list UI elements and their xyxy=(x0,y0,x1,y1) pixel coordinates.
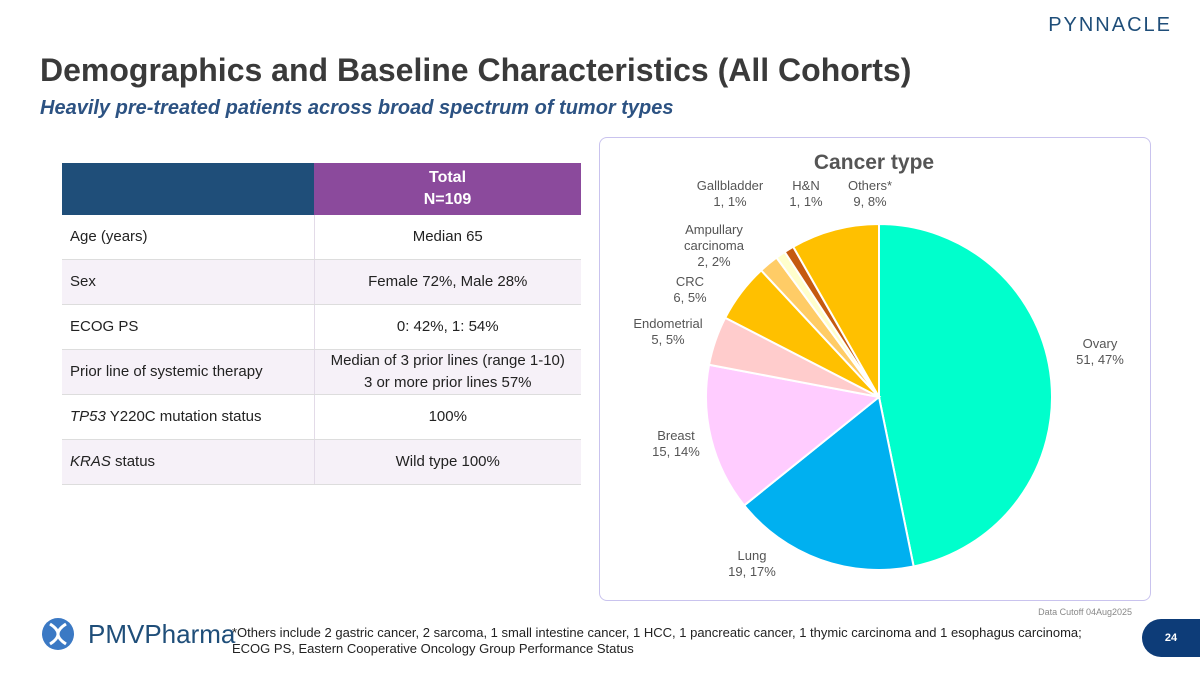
row-label: TP53 Y220C mutation status xyxy=(62,394,314,440)
row-value: Median of 3 prior lines (range 1-10) 3 or… xyxy=(313,349,581,395)
slice-label: Gallbladder 1, 1% xyxy=(696,178,764,209)
pie-slice-lung xyxy=(742,395,915,571)
chart-panel xyxy=(599,137,1151,601)
pie-slice-ovary xyxy=(878,222,1053,568)
chart-title: Cancer type xyxy=(813,151,935,174)
header-total: Total N=109 xyxy=(314,163,581,215)
pie-slice-breast xyxy=(705,363,882,507)
header-blank xyxy=(62,163,314,215)
pmv-pharma-logo: PMVPharma xyxy=(40,616,235,652)
row-label: KRAS status xyxy=(62,439,314,485)
row-value: 0: 42%, 1: 54% xyxy=(313,304,581,350)
page-number: 24 xyxy=(1142,619,1200,657)
pynnacle-logo: PYNNACLE xyxy=(1048,14,1172,36)
slice-label: Ovary 51, 47% xyxy=(1076,336,1124,367)
table-row: KRAS status Wild type 100% xyxy=(62,439,581,485)
row-value: 100% xyxy=(313,394,581,440)
slice-label: Breast 15, 14% xyxy=(652,428,700,459)
table-row: TP53 Y220C mutation status 100% xyxy=(62,394,581,440)
slice-label: H&N 1, 1% xyxy=(789,178,823,209)
table-row: Age (years) Median 65 xyxy=(62,215,581,260)
slice-label: Endometrial 5, 5% xyxy=(633,316,703,347)
table-row: ECOG PS 0: 42%, 1: 54% xyxy=(62,304,581,350)
row-value: Female 72%, Male 28% xyxy=(313,259,581,305)
slice-label: Lung 19, 17% xyxy=(728,548,776,579)
page-title: Demographics and Baseline Characteristic… xyxy=(40,52,912,88)
slice-label: CRC 6, 5% xyxy=(673,274,707,305)
demographics-table: Total N=109 Age (years) Median 65 Sex Female… xyxy=(62,163,581,485)
row-label: Sex xyxy=(62,259,314,305)
data-cutoff: Data Cutoff 04Aug2025 xyxy=(1038,607,1132,617)
row-value: Median 65 xyxy=(313,215,581,260)
pie-slice-others- xyxy=(791,222,880,401)
page-subtitle: Heavily pre-treated patients across broa… xyxy=(40,97,674,119)
table-row: Prior line of systemic therapy Median of … xyxy=(62,349,581,395)
row-label: Prior line of systemic therapy xyxy=(62,349,314,395)
slice-label: Others* 9, 8% xyxy=(847,178,893,209)
row-label: ECOG PS xyxy=(62,304,314,350)
slice-label: Ampullary carcinoma 2, 2% xyxy=(684,222,744,269)
row-label: Age (years) xyxy=(62,215,314,260)
helix-icon xyxy=(42,618,74,650)
footnote: *Others include 2 gastric cancer, 2 sarc… xyxy=(232,625,1082,656)
table-row: Sex Female 72%, Male 28% xyxy=(62,259,581,305)
row-value: Wild type 100% xyxy=(313,439,581,485)
